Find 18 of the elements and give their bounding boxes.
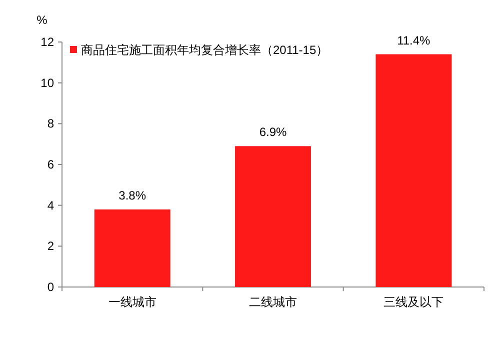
y-tick-label: 6 xyxy=(47,158,54,172)
text: 6.9% xyxy=(259,125,287,140)
x-tick-label: 三线及以下 xyxy=(384,295,444,309)
y-tick-label: 8 xyxy=(47,116,54,131)
x-tick-label: 一线城市 xyxy=(108,295,156,309)
legend-label: 商品住宅施工面积年均复合增长率（2011-15） xyxy=(81,43,328,57)
y-tick-label: 4 xyxy=(47,198,54,212)
bar xyxy=(376,54,452,287)
y-tick-label: 2 xyxy=(47,239,54,254)
bar xyxy=(94,209,170,287)
y-tick-label: 0 xyxy=(47,280,54,294)
bar xyxy=(235,146,311,287)
text: 3.8% xyxy=(118,188,146,202)
y-tick-label: 10 xyxy=(40,76,54,90)
text: 11.4% xyxy=(397,33,430,48)
y-tick-label: 12 xyxy=(40,35,54,49)
y-axis-title: % xyxy=(36,13,48,27)
x-tick-label: 二线城市 xyxy=(249,295,297,309)
